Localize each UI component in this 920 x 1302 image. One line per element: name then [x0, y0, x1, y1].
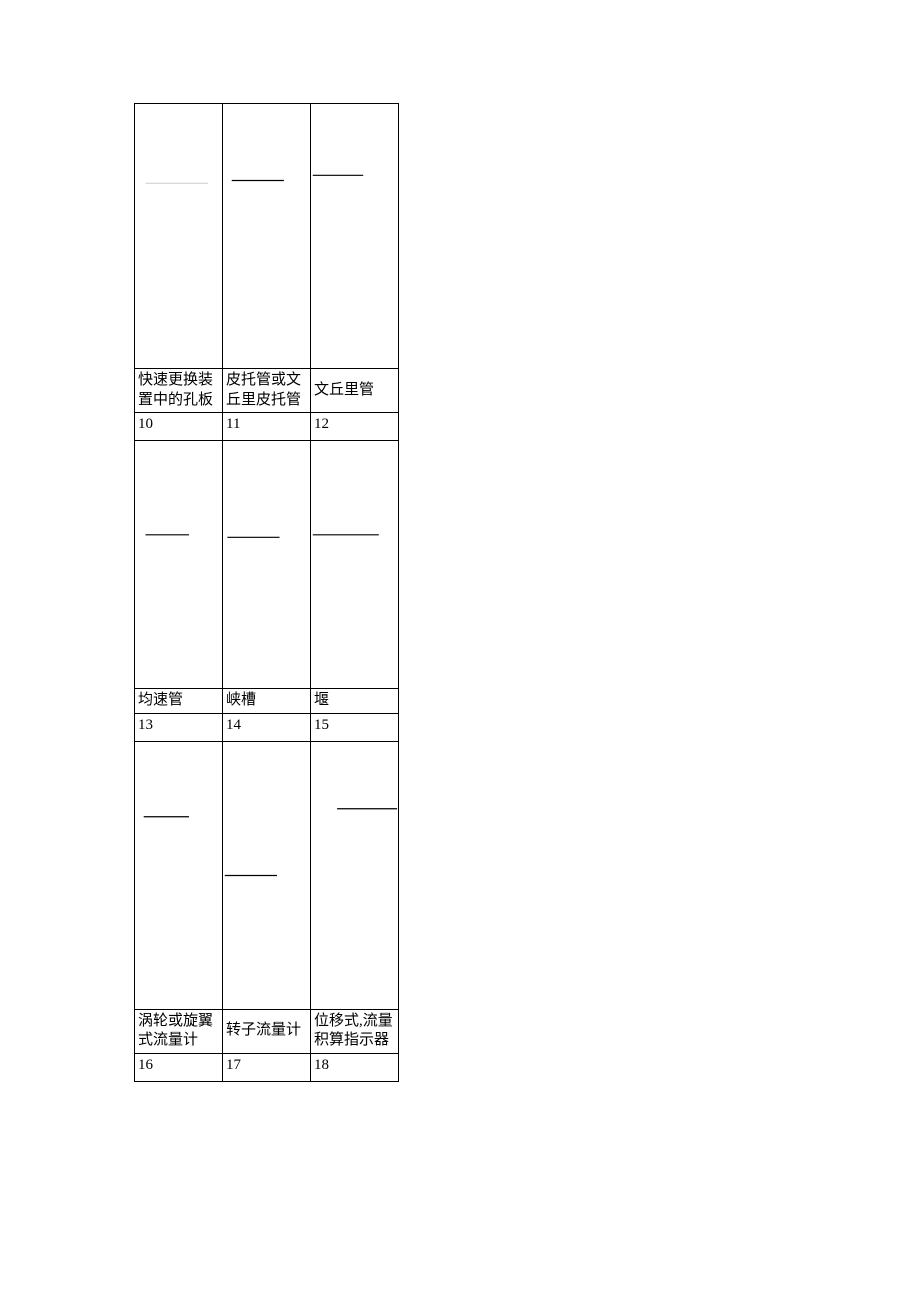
- table-row: [135, 441, 399, 689]
- label-cell: 均速管: [135, 689, 223, 714]
- symbol-cell: [311, 104, 399, 369]
- symbol-cell: [223, 104, 311, 369]
- label-cell: 位移式,流量积算指示器: [311, 1009, 399, 1053]
- label-cell: 涡轮或旋翼式流量计: [135, 1009, 223, 1053]
- label-cell: 转子流量计: [223, 1009, 311, 1053]
- table-row: 13 14 15: [135, 713, 399, 741]
- number-cell: 16: [135, 1053, 223, 1081]
- symbol-svg-1-0: [135, 441, 222, 688]
- symbol-svg-2-2: [311, 742, 398, 1009]
- number-cell: 18: [311, 1053, 399, 1081]
- table-row: [135, 104, 399, 369]
- number-cell: 14: [223, 713, 311, 741]
- symbol-svg-2-1: [223, 742, 310, 1009]
- symbol-svg-0-1: [223, 104, 310, 368]
- label-cell: 快速更换装置中的孔板: [135, 369, 223, 413]
- number-cell: 15: [311, 713, 399, 741]
- symbol-cell: [135, 741, 223, 1009]
- symbol-cell: [311, 741, 399, 1009]
- number-cell: 10: [135, 413, 223, 441]
- symbol-table: 快速更换装置中的孔板 皮托管或文丘里皮托管 文丘里管 10 11 12 均速管 …: [134, 103, 399, 1082]
- symbol-cell: [223, 441, 311, 689]
- number-cell: 13: [135, 713, 223, 741]
- label-cell: 峡槽: [223, 689, 311, 714]
- symbol-cell: [135, 441, 223, 689]
- number-cell: 11: [223, 413, 311, 441]
- symbol-cell: [135, 104, 223, 369]
- label-cell: 文丘里管: [311, 369, 399, 413]
- symbol-cell: [311, 441, 399, 689]
- table-row: 均速管 峡槽 堰: [135, 689, 399, 714]
- table-row: 涡轮或旋翼式流量计 转子流量计 位移式,流量积算指示器: [135, 1009, 399, 1053]
- symbol-svg-0-2: [311, 104, 398, 368]
- symbol-svg-1-2: [311, 441, 398, 688]
- table-row: 快速更换装置中的孔板 皮托管或文丘里皮托管 文丘里管: [135, 369, 399, 413]
- symbol-svg-0-0: [135, 104, 222, 368]
- number-cell: 12: [311, 413, 399, 441]
- symbol-cell: [223, 741, 311, 1009]
- table-row: [135, 741, 399, 1009]
- label-cell: 皮托管或文丘里皮托管: [223, 369, 311, 413]
- symbol-svg-2-0: [135, 742, 222, 1009]
- symbol-svg-1-1: [223, 441, 310, 688]
- number-cell: 17: [223, 1053, 311, 1081]
- table-row: 10 11 12: [135, 413, 399, 441]
- table-row: 16 17 18: [135, 1053, 399, 1081]
- label-cell: 堰: [311, 689, 399, 714]
- table-container: 快速更换装置中的孔板 皮托管或文丘里皮托管 文丘里管 10 11 12 均速管 …: [134, 103, 398, 1082]
